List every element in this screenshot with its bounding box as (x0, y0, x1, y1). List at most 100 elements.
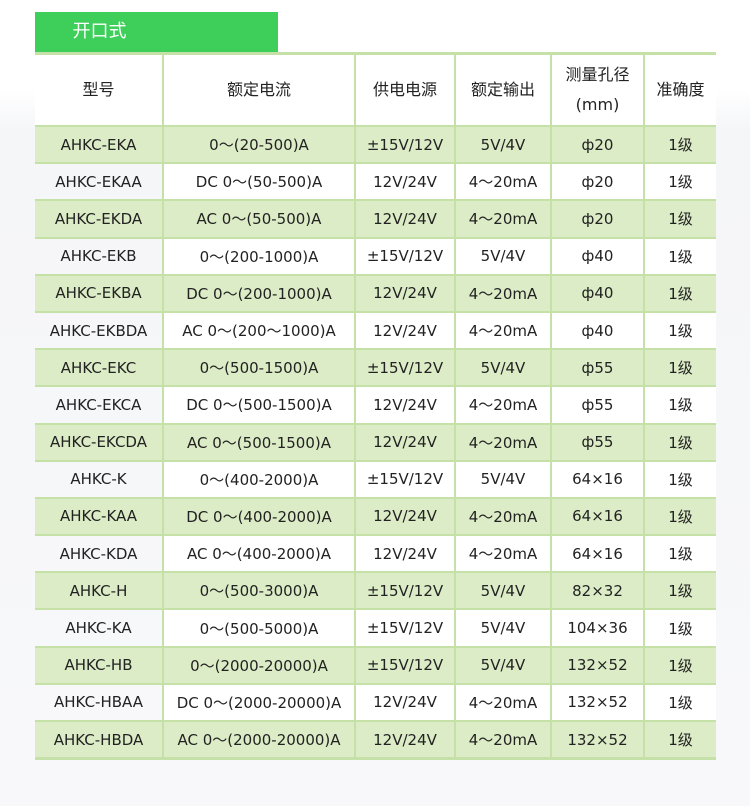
cell-rated-current: DC 0～(50-500)A (162, 162, 355, 201)
cell-power-supply: ±15V/12V (354, 645, 455, 684)
cell-model: AHKC-HBDA (35, 720, 163, 759)
table-row: AHKC-EKAA DC 0～(50-500)A 12V/24V 4～20mA ф20 1… (35, 162, 716, 201)
cell-model: AHKC-KAA (35, 496, 163, 536)
cell-accuracy: 1级 (643, 385, 716, 424)
cell-rated-output: 4～20mA (454, 273, 551, 312)
cell-rated-output: 5V/4V (454, 459, 551, 498)
cell-aperture: ф55 (550, 348, 644, 387)
cell-power-supply: ±15V/12V (354, 571, 455, 610)
section-tab-open-type: 开口式 (35, 12, 278, 52)
cell-accuracy: 1级 (643, 199, 716, 238)
cell-rated-output: 4～20mA (454, 310, 551, 350)
header-aperture-unit: (mm) (575, 95, 620, 114)
cell-accuracy: 1级 (643, 459, 716, 498)
cell-rated-current: 0～(500-3000)A (162, 571, 355, 610)
cell-power-supply: 12V/24V (354, 720, 455, 759)
cell-rated-current: 0～(400-2000)A (162, 459, 355, 498)
cell-aperture: ф55 (550, 422, 644, 461)
table-row: AHKC-HBDA AC 0～(2000-20000)A 12V/24V 4～20mA… (35, 720, 716, 759)
cell-rated-output: 5V/4V (454, 645, 551, 684)
cell-rated-output: 4～20mA (454, 682, 551, 721)
cell-rated-output: 4～20mA (454, 720, 551, 759)
cell-accuracy: 1级 (643, 273, 716, 312)
header-power-supply: 供电电源 (354, 52, 455, 126)
cell-accuracy: 1级 (643, 645, 716, 684)
table-row: AHKC-KAA DC 0～(400-2000)A 12V/24V 4～20mA 64×… (35, 496, 716, 536)
cell-power-supply: ±15V/12V (354, 459, 455, 498)
cell-rated-current: 0～(200-1000)A (162, 236, 355, 275)
cell-aperture: ф20 (550, 199, 644, 238)
table-row: AHKC-EKC 0～(500-1500)A ±15V/12V 5V/4V ф55 1级 (35, 348, 716, 387)
cell-rated-output: 4～20mA (454, 162, 551, 201)
cell-rated-output: 5V/4V (454, 348, 551, 387)
header-aperture: 测量孔径 (mm) (550, 52, 644, 126)
cell-power-supply: ±15V/12V (354, 348, 455, 387)
table-row: AHKC-KA 0～(500-5000)A ±15V/12V 5V/4V 104×36 1… (35, 608, 716, 647)
cell-rated-output: 4～20mA (454, 496, 551, 536)
table-row: AHKC-EKBDA AC 0～(200～1000)A 12V/24V 4～20mA ф… (35, 310, 716, 350)
cell-model: AHKC-KDA (35, 534, 163, 573)
cell-model: AHKC-H (35, 571, 163, 610)
cell-power-supply: 12V/24V (354, 199, 455, 238)
cell-rated-current: 0～(2000-20000)A (162, 645, 355, 684)
cell-model: AHKC-EKA (35, 124, 163, 164)
cell-aperture: 132×52 (550, 645, 644, 684)
table-row: AHKC-EKDA AC 0～(50-500)A 12V/24V 4～20mA ф20 1… (35, 199, 716, 238)
cell-accuracy: 1级 (643, 236, 716, 275)
table-row: AHKC-KDA AC 0～(400-2000)A 12V/24V 4～20mA 64×… (35, 534, 716, 573)
cell-power-supply: 12V/24V (354, 273, 455, 312)
cell-aperture: 82×32 (550, 571, 644, 610)
cell-aperture: 104×36 (550, 608, 644, 647)
cell-aperture: 132×52 (550, 720, 644, 759)
table-row: AHKC-HB 0～(2000-20000)A ±15V/12V 5V/4V 132×5… (35, 645, 716, 684)
cell-model: AHKC-EKCDA (35, 422, 163, 461)
cell-accuracy: 1级 (643, 496, 716, 536)
cell-accuracy: 1级 (643, 608, 716, 647)
cell-aperture: ф40 (550, 236, 644, 275)
cell-model: AHKC-HB (35, 645, 163, 684)
cell-aperture: ф40 (550, 310, 644, 350)
cell-power-supply: 12V/24V (354, 162, 455, 201)
table-row: AHKC-HBAA DC 0～(2000-20000)A 12V/24V 4～20mA… (35, 682, 716, 721)
cell-rated-current: AC 0～(400-2000)A (162, 534, 355, 573)
cell-accuracy: 1级 (643, 682, 716, 721)
cell-model: AHKC-EKDA (35, 199, 163, 238)
cell-rated-output: 4～20mA (454, 199, 551, 238)
cell-aperture: 64×16 (550, 496, 644, 536)
cell-aperture: ф40 (550, 273, 644, 312)
cell-aperture: 132×52 (550, 682, 644, 721)
cell-model: AHKC-EKBA (35, 273, 163, 312)
table-row: AHKC-K 0～(400-2000)A ±15V/12V 5V/4V 64×16 1级 (35, 459, 716, 498)
cell-power-supply: 12V/24V (354, 422, 455, 461)
cell-rated-current: AC 0～(200～1000)A (162, 310, 355, 350)
table-row: AHKC-EKA 0～(20-500)A ±15V/12V 5V/4V ф20 1级 (35, 124, 716, 164)
cell-rated-output: 4～20mA (454, 534, 551, 573)
cell-model: AHKC-EKCA (35, 385, 163, 424)
cell-aperture: ф20 (550, 162, 644, 201)
section-title: 开口式 (72, 21, 127, 42)
cell-rated-output: 4～20mA (454, 422, 551, 461)
table-row: AHKC-EKCDA AC 0～(500-1500)A 12V/24V 4～20mA ф… (35, 422, 716, 461)
cell-accuracy: 1级 (643, 720, 716, 759)
cell-power-supply: 12V/24V (354, 496, 455, 536)
cell-rated-current: DC 0～(400-2000)A (162, 496, 355, 536)
cell-power-supply: ±15V/12V (354, 608, 455, 647)
header-rated-current: 额定电流 (162, 52, 355, 126)
cell-accuracy: 1级 (643, 124, 716, 164)
cell-model: AHKC-EKB (35, 236, 163, 275)
cell-rated-output: 5V/4V (454, 236, 551, 275)
cell-power-supply: 12V/24V (354, 534, 455, 573)
table-row: AHKC-H 0～(500-3000)A ±15V/12V 5V/4V 82×32 1级 (35, 571, 716, 610)
cell-rated-current: 0～(500-1500)A (162, 348, 355, 387)
header-model: 型号 (35, 52, 163, 126)
cell-accuracy: 1级 (643, 571, 716, 610)
header-aperture-label: 测量孔径 (565, 65, 630, 84)
cell-rated-current: DC 0～(200-1000)A (162, 273, 355, 312)
cell-model: AHKC-EKAA (35, 162, 163, 201)
header-rated-output: 额定输出 (454, 52, 551, 126)
cell-rated-current: 0～(20-500)A (162, 124, 355, 164)
cell-model: AHKC-K (35, 459, 163, 498)
cell-rated-output: 4～20mA (454, 385, 551, 424)
cell-model: AHKC-EKBDA (35, 310, 163, 350)
cell-model: AHKC-EKC (35, 348, 163, 387)
